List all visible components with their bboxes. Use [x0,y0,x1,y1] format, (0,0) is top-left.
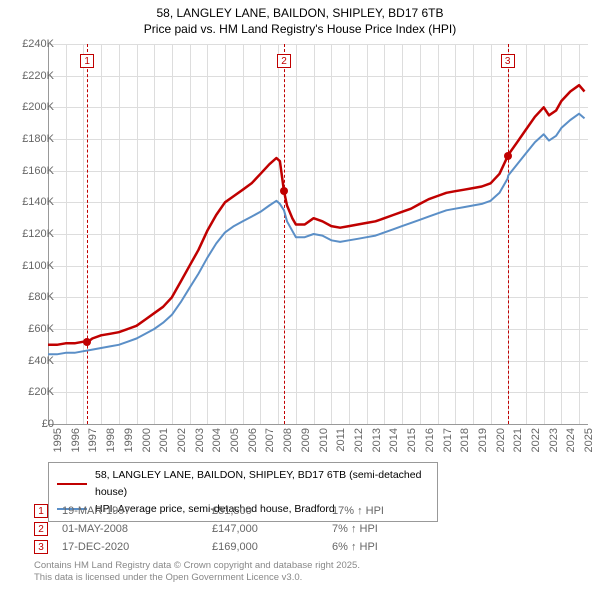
title-line2: Price paid vs. HM Land Registry's House … [0,22,600,38]
x-axis-label: 2000 [141,428,153,452]
title-line1: 58, LANGLEY LANE, BAILDON, SHIPLEY, BD17… [0,6,600,22]
sales-row-marker: 1 [34,504,48,518]
x-axis-label: 2013 [371,428,383,452]
y-axis-label: £0 [12,418,54,430]
x-axis-label: 2002 [176,428,188,452]
y-axis-label: £160K [12,165,54,177]
x-axis-label: 2023 [548,428,560,452]
y-axis-label: £140K [12,196,54,208]
sales-row-delta: 6% ↑ HPI [332,541,378,553]
x-axis-label: 2025 [583,428,595,452]
y-axis-label: £120K [12,228,54,240]
x-axis-label: 1998 [105,428,117,452]
x-axis-label: 2007 [264,428,276,452]
x-axis-label: 2006 [247,428,259,452]
sales-row: 2 01-MAY-2008£147,0007% ↑ HPI [34,520,574,538]
sales-row-price: £169,000 [212,541,332,553]
sales-row: 3 17-DEC-2020£169,0006% ↑ HPI [34,538,574,556]
sale-marker-box: 3 [501,54,515,68]
x-axis-label: 2014 [388,428,400,452]
price-chart: 1 2 3 [48,44,588,424]
x-axis-label: 2004 [211,428,223,452]
x-axis-label: 2018 [459,428,471,452]
sales-row-delta: 7% ↑ HPI [332,523,378,535]
series-hpi [48,114,585,355]
y-axis-label: £60K [12,323,54,335]
x-axis-label: 2022 [530,428,542,452]
x-axis-label: 2005 [229,428,241,452]
x-axis-label: 2001 [158,428,170,452]
x-axis-label: 2015 [406,428,418,452]
chart-title: 58, LANGLEY LANE, BAILDON, SHIPLEY, BD17… [0,0,600,37]
sales-row: 1 19-MAR-1997£51,50017% ↑ HPI [34,502,574,520]
sales-row-date: 19-MAR-1997 [62,505,212,517]
sales-row-price: £147,000 [212,523,332,535]
sales-row-delta: 17% ↑ HPI [332,505,384,517]
x-axis-label: 1997 [87,428,99,452]
footer-line2: This data is licensed under the Open Gov… [34,572,360,584]
sale-marker-dot [504,152,512,160]
x-axis-label: 2008 [282,428,294,452]
sales-row-marker: 3 [34,540,48,554]
x-axis-label: 1995 [52,428,64,452]
x-axis-label: 2003 [194,428,206,452]
sales-row-marker: 2 [34,522,48,536]
legend-item: 58, LANGLEY LANE, BAILDON, SHIPLEY, BD17… [57,467,429,501]
x-axis-line [48,424,588,425]
sale-marker-dot [280,187,288,195]
sale-marker-dot [83,338,91,346]
footer-line1: Contains HM Land Registry data © Crown c… [34,560,360,572]
x-axis-label: 2017 [442,428,454,452]
legend-swatch [57,483,87,485]
x-axis-label: 1996 [70,428,82,452]
sale-marker-box: 2 [277,54,291,68]
x-axis-label: 2021 [512,428,524,452]
x-axis-label: 2011 [335,428,347,452]
y-axis-label: £20K [12,386,54,398]
y-axis-label: £220K [12,70,54,82]
x-axis-label: 2019 [477,428,489,452]
y-axis-label: £180K [12,133,54,145]
sales-row-price: £51,500 [212,505,332,517]
x-axis-label: 2016 [424,428,436,452]
x-axis-label: 1999 [123,428,135,452]
attribution-footer: Contains HM Land Registry data © Crown c… [34,560,360,584]
sales-table: 1 19-MAR-1997£51,50017% ↑ HPI 2 01-MAY-2008… [34,502,574,556]
y-axis-label: £100K [12,260,54,272]
x-axis-label: 2010 [318,428,330,452]
x-axis-label: 2009 [300,428,312,452]
chart-lines [48,44,588,424]
y-axis-label: £80K [12,291,54,303]
sales-row-date: 01-MAY-2008 [62,523,212,535]
x-axis-label: 2020 [495,428,507,452]
sales-row-date: 17-DEC-2020 [62,541,212,553]
y-axis-label: £240K [12,38,54,50]
sale-marker-box: 1 [80,54,94,68]
legend-label: 58, LANGLEY LANE, BAILDON, SHIPLEY, BD17… [95,467,429,501]
series-property [48,85,585,345]
x-axis-label: 2024 [565,428,577,452]
x-axis-label: 2012 [353,428,365,452]
y-axis-label: £200K [12,101,54,113]
y-axis-label: £40K [12,355,54,367]
